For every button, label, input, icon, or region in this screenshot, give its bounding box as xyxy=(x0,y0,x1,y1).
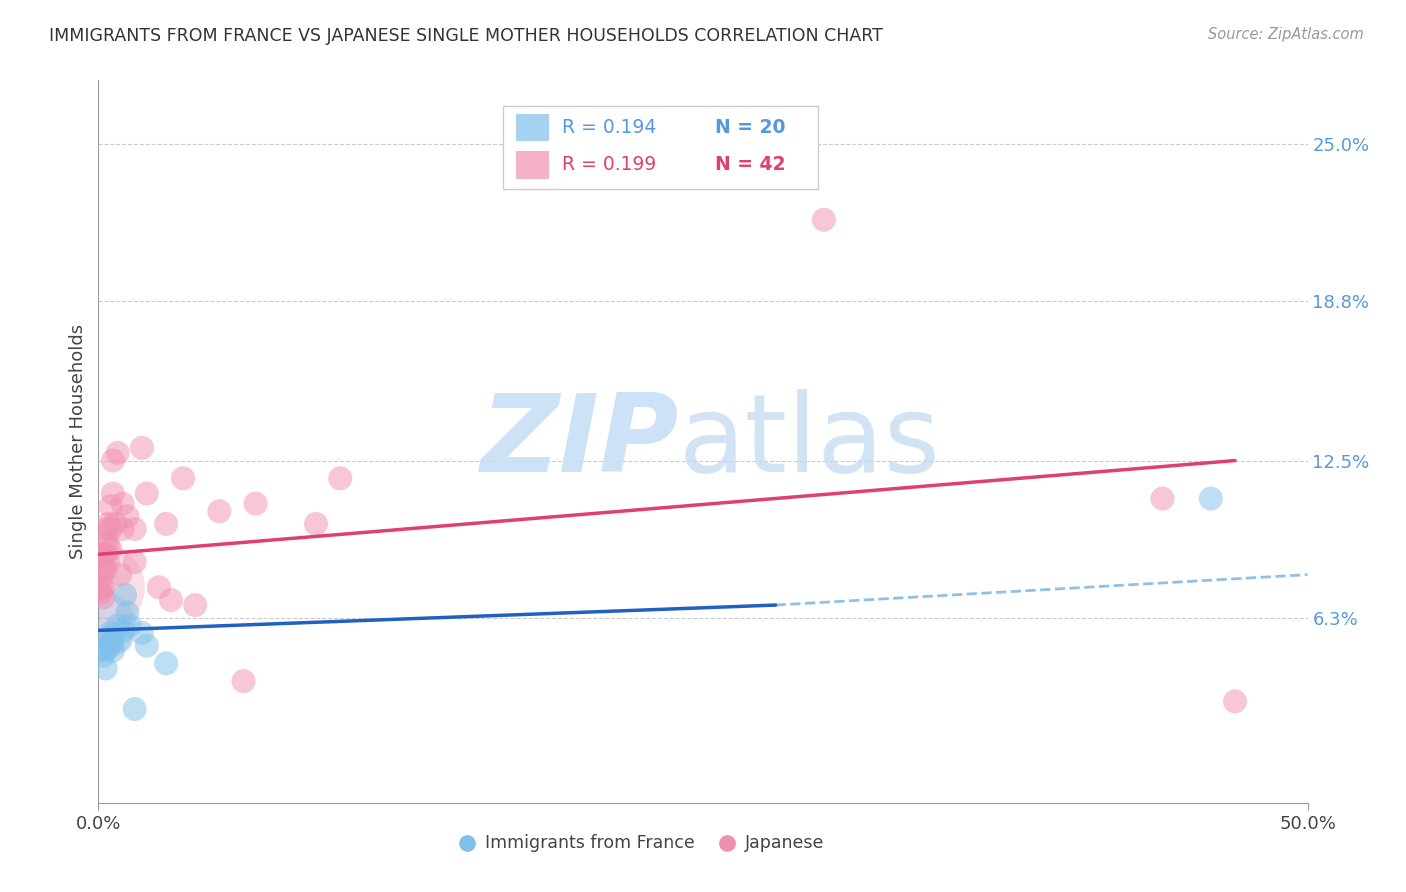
Point xyxy=(97,516,120,531)
Point xyxy=(184,598,207,612)
Point xyxy=(91,648,114,663)
Point xyxy=(91,580,114,594)
Text: N = 42: N = 42 xyxy=(716,155,786,174)
Point xyxy=(117,606,139,620)
Point xyxy=(160,593,183,607)
Point xyxy=(108,567,131,582)
Text: N = 20: N = 20 xyxy=(716,118,786,136)
Text: atlas: atlas xyxy=(679,389,941,494)
Point xyxy=(1223,694,1246,708)
Point xyxy=(111,497,134,511)
Point xyxy=(148,580,170,594)
Point xyxy=(155,657,177,671)
Point xyxy=(94,522,117,536)
Point xyxy=(100,626,122,640)
Point xyxy=(90,580,112,594)
Point xyxy=(100,542,122,557)
Point xyxy=(91,547,114,561)
Text: R = 0.199: R = 0.199 xyxy=(561,155,655,174)
Point xyxy=(124,702,146,716)
Point xyxy=(90,580,112,594)
Point xyxy=(91,591,114,605)
Point xyxy=(117,509,139,524)
Text: ZIP: ZIP xyxy=(481,389,679,494)
Point xyxy=(101,453,124,467)
Point xyxy=(91,563,114,577)
Point xyxy=(813,212,835,227)
Point xyxy=(1152,491,1174,506)
Point xyxy=(208,504,231,518)
Text: R = 0.194: R = 0.194 xyxy=(561,118,657,136)
Point xyxy=(100,636,122,650)
Text: Immigrants from France: Immigrants from France xyxy=(485,833,695,852)
Point xyxy=(90,618,112,632)
Point xyxy=(97,555,120,569)
Point xyxy=(97,641,120,656)
Bar xyxy=(516,151,550,178)
Point xyxy=(131,441,153,455)
Bar xyxy=(516,113,550,141)
Point xyxy=(118,618,141,632)
Point xyxy=(94,547,117,561)
Point xyxy=(94,563,117,577)
Point xyxy=(245,497,267,511)
Point xyxy=(97,631,120,645)
Point xyxy=(108,633,131,648)
Y-axis label: Single Mother Households: Single Mother Households xyxy=(69,324,87,559)
Point xyxy=(114,588,136,602)
Text: Japanese: Japanese xyxy=(745,833,825,852)
Point xyxy=(155,516,177,531)
Point xyxy=(135,486,157,500)
Point xyxy=(104,516,127,531)
Point xyxy=(135,639,157,653)
Text: IMMIGRANTS FROM FRANCE VS JAPANESE SINGLE MOTHER HOUSEHOLDS CORRELATION CHART: IMMIGRANTS FROM FRANCE VS JAPANESE SINGL… xyxy=(49,27,883,45)
Point xyxy=(101,486,124,500)
Point xyxy=(111,624,134,638)
Point xyxy=(90,585,112,599)
Point xyxy=(232,674,254,689)
Point xyxy=(100,499,122,513)
Point xyxy=(101,643,124,657)
Point xyxy=(101,633,124,648)
Point xyxy=(90,643,112,657)
Point xyxy=(124,522,146,536)
Point xyxy=(172,471,194,485)
Point xyxy=(329,471,352,485)
Point xyxy=(124,555,146,569)
FancyBboxPatch shape xyxy=(503,105,818,189)
Text: Source: ZipAtlas.com: Source: ZipAtlas.com xyxy=(1208,27,1364,42)
Point xyxy=(90,570,112,584)
Point xyxy=(131,626,153,640)
Point xyxy=(111,522,134,536)
Point xyxy=(107,618,129,632)
Point xyxy=(97,537,120,551)
Point xyxy=(107,446,129,460)
Point xyxy=(1199,491,1222,506)
Point xyxy=(94,534,117,549)
Point xyxy=(305,516,328,531)
Point xyxy=(94,661,117,675)
Point xyxy=(100,522,122,536)
